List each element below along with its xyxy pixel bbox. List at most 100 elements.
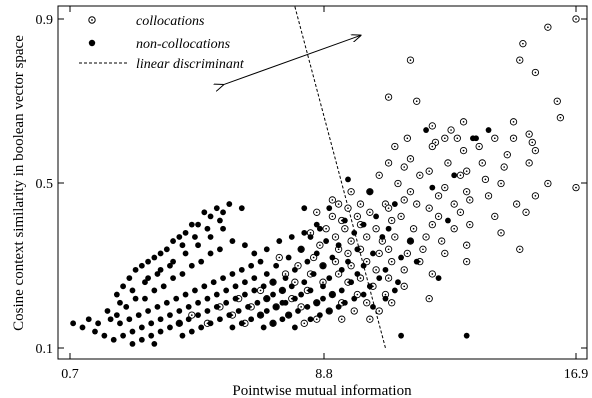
point-collocation (384, 93, 393, 101)
point-non-collocation (151, 340, 158, 347)
point-non-collocation (207, 320, 214, 327)
point-non-collocation (335, 303, 342, 310)
point-non-collocation (313, 299, 320, 306)
point-non-collocation (145, 258, 151, 265)
point-non-collocation (263, 246, 270, 253)
point-non-collocation (351, 229, 358, 236)
point-collocation (456, 171, 465, 179)
point-non-collocation (173, 295, 180, 302)
point-collocation (347, 262, 355, 270)
point-non-collocation (376, 275, 383, 281)
direction-arrow (223, 35, 360, 84)
x-tick-label-0: 0.7 (61, 367, 79, 382)
point-collocation (441, 183, 449, 192)
point-non-collocation (113, 312, 120, 318)
point-non-collocation (176, 320, 183, 327)
point-non-collocation (138, 336, 145, 343)
point-collocation (519, 40, 527, 48)
point-non-collocation (101, 332, 108, 339)
point-non-collocation (382, 295, 389, 302)
point-non-collocation (326, 205, 333, 212)
point-non-collocation (335, 242, 342, 249)
point-collocation (347, 237, 355, 245)
y-axis: 0.1 0.5 0.9 Cosine context similarity in… (11, 13, 587, 357)
point-collocation (528, 138, 536, 147)
point-collocation (481, 175, 490, 184)
point-non-collocation (138, 324, 145, 331)
point-collocation (434, 192, 443, 200)
y-tick-label-1: 0.5 (36, 177, 54, 192)
point-collocation (391, 233, 399, 241)
point-non-collocation (217, 316, 223, 323)
point-non-collocation (304, 258, 311, 265)
point-non-collocation (238, 205, 245, 212)
point-non-collocation (220, 275, 226, 281)
point-non-collocation (285, 254, 292, 261)
point-non-collocation (179, 332, 186, 339)
point-non-collocation (329, 254, 336, 261)
point-non-collocation (360, 291, 367, 298)
point-non-collocation (279, 299, 286, 306)
point-non-collocation (126, 316, 133, 323)
y-tick-label-0: 0.1 (36, 342, 54, 357)
point-non-collocation (179, 242, 186, 249)
point-collocation (300, 319, 308, 327)
point-non-collocation (348, 279, 355, 286)
point-non-collocation (320, 295, 326, 302)
point-collocation (516, 56, 524, 64)
point-non-collocation (316, 225, 323, 232)
point-collocation (466, 196, 474, 204)
point-non-collocation (210, 279, 217, 286)
point-collocation (491, 134, 499, 142)
point-non-collocation (291, 324, 298, 331)
point-non-collocation (70, 320, 77, 327)
point-non-collocation (273, 262, 280, 269)
point-non-collocation (304, 303, 311, 310)
point-collocation (531, 146, 540, 155)
point-non-collocation (113, 291, 120, 298)
point-non-collocation (366, 283, 373, 290)
point-non-collocation (301, 205, 308, 212)
point-non-collocation (129, 287, 136, 294)
point-collocation (531, 68, 540, 77)
point-non-collocation (360, 221, 367, 228)
point-non-collocation (185, 316, 192, 323)
point-collocation (509, 118, 518, 126)
point-non-collocation (195, 312, 201, 318)
point-non-collocation (329, 291, 336, 298)
point-non-collocation (142, 295, 148, 302)
point-non-collocation (163, 246, 170, 253)
point-non-collocation (188, 262, 195, 269)
point-non-collocation (148, 332, 155, 339)
point-collocation (425, 204, 433, 212)
point-non-collocation (142, 279, 148, 286)
point-non-collocation (170, 275, 176, 281)
point-non-collocation (398, 254, 404, 261)
point-non-collocation (395, 279, 401, 286)
point-non-collocation (435, 275, 442, 281)
point-collocation (350, 307, 358, 315)
point-non-collocation (157, 316, 164, 323)
point-collocation (509, 134, 518, 142)
legend-marker-non-collocations (88, 39, 96, 47)
point-non-collocation (95, 320, 102, 327)
point-non-collocation (242, 291, 248, 298)
point-non-collocation (398, 332, 404, 339)
point-non-collocation (85, 316, 92, 323)
point-non-collocation (129, 328, 136, 335)
point-non-collocation (323, 238, 330, 244)
point-collocation (406, 56, 415, 64)
point-collocation (544, 23, 552, 31)
point-non-collocation (338, 266, 345, 273)
point-non-collocation (135, 312, 142, 318)
point-non-collocation (276, 238, 283, 244)
point-collocation (366, 315, 374, 323)
point-non-collocation (179, 271, 186, 277)
point-collocation (525, 130, 533, 138)
point-non-collocation (117, 299, 123, 306)
point-non-collocation (291, 266, 298, 273)
point-non-collocation (263, 308, 270, 314)
point-collocation (313, 315, 321, 323)
point-non-collocation (407, 238, 414, 244)
point-non-collocation (188, 328, 195, 335)
